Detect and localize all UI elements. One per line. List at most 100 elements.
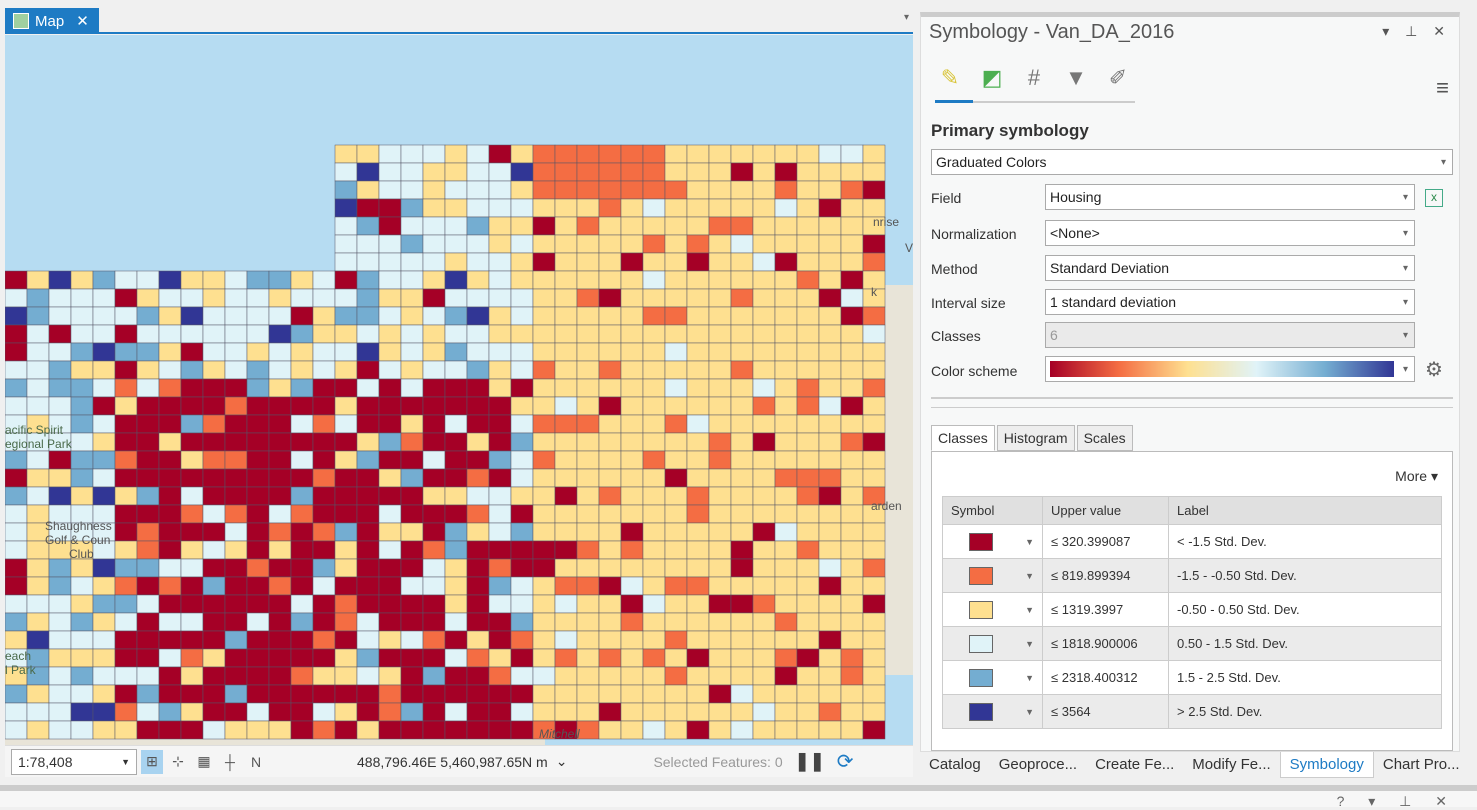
upper-value[interactable]: ≤ 2318.400312	[1042, 660, 1169, 695]
dissemination-area[interactable]	[92, 648, 116, 668]
dissemination-area[interactable]	[70, 486, 94, 506]
dissemination-area[interactable]	[686, 216, 710, 236]
dissemination-area[interactable]	[554, 612, 578, 632]
dissemination-area[interactable]	[466, 720, 490, 740]
dissemination-area[interactable]	[136, 612, 160, 632]
dissemination-area[interactable]	[92, 594, 116, 614]
dissemination-area[interactable]	[730, 648, 754, 668]
dissemination-area[interactable]	[532, 360, 556, 380]
dissemination-area[interactable]	[246, 558, 270, 578]
symbol-layers-icon[interactable]: #	[1027, 65, 1041, 90]
dissemination-area[interactable]	[114, 612, 138, 632]
dissemination-area[interactable]	[268, 414, 292, 434]
dissemination-area[interactable]	[378, 720, 402, 740]
dissemination-area[interactable]	[400, 612, 424, 632]
dissemination-area[interactable]	[576, 666, 600, 686]
dissemination-area[interactable]	[246, 306, 270, 326]
chevron-down-icon[interactable]: ▼	[1025, 570, 1034, 581]
dissemination-area[interactable]	[378, 594, 402, 614]
dissemination-area[interactable]	[356, 594, 380, 614]
dissemination-area[interactable]	[818, 666, 842, 686]
dissemination-area[interactable]	[862, 576, 886, 596]
dissemination-area[interactable]	[554, 486, 578, 506]
dissemination-area[interactable]	[356, 324, 380, 344]
dissemination-area[interactable]	[202, 648, 226, 668]
dissemination-area[interactable]	[378, 504, 402, 524]
dissemination-area[interactable]	[400, 468, 424, 488]
dissemination-area[interactable]	[26, 396, 50, 416]
dissemination-area[interactable]	[48, 648, 72, 668]
dissemination-area[interactable]	[136, 648, 160, 668]
dissemination-area[interactable]	[598, 180, 622, 200]
dissemination-area[interactable]	[554, 558, 578, 578]
dissemination-area[interactable]	[752, 432, 776, 452]
dissemination-area[interactable]	[686, 648, 710, 668]
dissemination-area[interactable]	[730, 360, 754, 380]
dissemination-area[interactable]	[532, 486, 556, 506]
dissemination-area[interactable]	[334, 216, 358, 236]
dissemination-area[interactable]	[5, 612, 28, 632]
dissemination-area[interactable]	[686, 252, 710, 272]
dissemination-area[interactable]	[444, 612, 468, 632]
symbol-cell[interactable]: ▼	[942, 558, 1043, 593]
dissemination-area[interactable]	[488, 198, 512, 218]
dissemination-area[interactable]	[466, 216, 490, 236]
dissemination-area[interactable]	[620, 684, 644, 704]
dissemination-area[interactable]	[466, 432, 490, 452]
dissemination-area[interactable]	[708, 216, 732, 236]
dissemination-area[interactable]	[158, 666, 182, 686]
dissemination-area[interactable]	[862, 648, 886, 668]
dissemination-area[interactable]	[840, 360, 864, 380]
chevron-down-icon[interactable]: ▼	[1025, 672, 1034, 683]
dissemination-area[interactable]	[796, 396, 820, 416]
dissemination-area[interactable]	[730, 558, 754, 578]
dissemination-area[interactable]	[312, 306, 336, 326]
chevron-down-icon[interactable]: ⌄	[555, 753, 568, 769]
dissemination-area[interactable]	[532, 162, 556, 182]
dissemination-area[interactable]	[642, 270, 666, 290]
dissemination-area[interactable]	[664, 522, 688, 542]
dissemination-area[interactable]	[158, 504, 182, 524]
dissemination-area[interactable]	[862, 684, 886, 704]
dissemination-area[interactable]	[642, 324, 666, 344]
dissemination-area[interactable]	[554, 576, 578, 596]
dissemination-area[interactable]	[620, 144, 644, 164]
dissemination-area[interactable]	[136, 396, 160, 416]
dissemination-area[interactable]	[158, 270, 182, 290]
dissemination-area[interactable]	[268, 720, 292, 740]
dissemination-area[interactable]	[70, 432, 94, 452]
dissemination-area[interactable]	[532, 684, 556, 704]
dissemination-area[interactable]	[92, 486, 116, 506]
dissemination-area[interactable]	[400, 360, 424, 380]
dissemination-area[interactable]	[290, 666, 314, 686]
dissemination-area[interactable]	[752, 270, 776, 290]
dissemination-area[interactable]	[136, 270, 160, 290]
dissemination-area[interactable]	[532, 702, 556, 722]
dissemination-area[interactable]	[180, 558, 204, 578]
dissemination-area[interactable]	[488, 324, 512, 344]
dissemination-area[interactable]	[202, 432, 226, 452]
dissemination-area[interactable]	[642, 702, 666, 722]
dissemination-area[interactable]	[26, 306, 50, 326]
dissemination-area[interactable]	[224, 702, 248, 722]
dissemination-area[interactable]	[334, 234, 358, 254]
dissemination-area[interactable]	[576, 252, 600, 272]
dissemination-area[interactable]	[752, 612, 776, 632]
dissemination-area[interactable]	[554, 504, 578, 524]
dissemination-area[interactable]	[92, 702, 116, 722]
dissemination-area[interactable]	[400, 432, 424, 452]
dissemination-area[interactable]	[246, 630, 270, 650]
dissemination-area[interactable]	[290, 360, 314, 380]
dissemination-area[interactable]	[70, 630, 94, 650]
dissemination-area[interactable]	[752, 342, 776, 362]
dissemination-area[interactable]	[708, 522, 732, 542]
dissemination-area[interactable]	[92, 324, 116, 344]
symbol-swatch[interactable]	[969, 566, 993, 585]
dissemination-area[interactable]	[444, 342, 468, 362]
dissemination-area[interactable]	[422, 252, 446, 272]
dissemination-area[interactable]	[532, 432, 556, 452]
dissemination-area[interactable]	[5, 486, 28, 506]
dissemination-area[interactable]	[444, 270, 468, 290]
dissemination-area[interactable]	[246, 702, 270, 722]
dissemination-area[interactable]	[664, 666, 688, 686]
